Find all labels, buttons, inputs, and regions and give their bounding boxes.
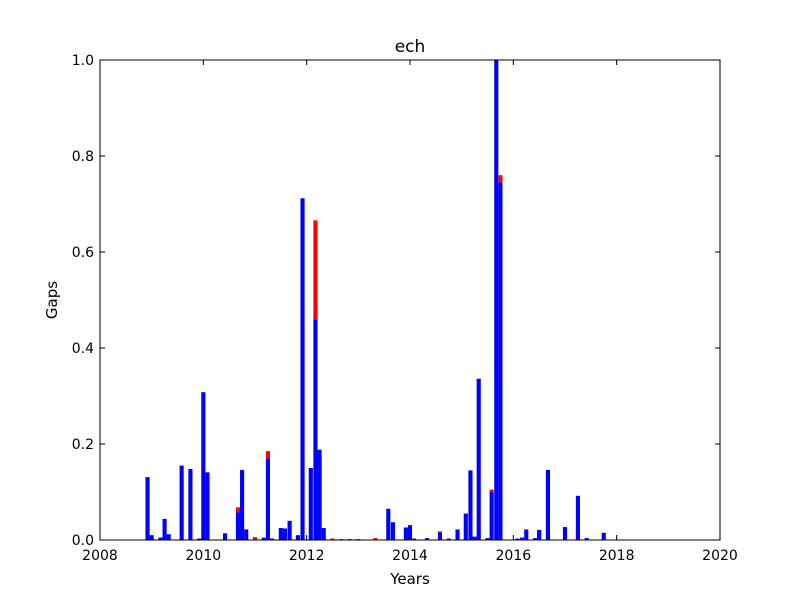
- bars-layer: [145, 60, 606, 541]
- bar-series-0-8: [201, 392, 206, 540]
- y-tick-label: 1.0: [72, 53, 94, 69]
- bar-series-0-33: [390, 522, 396, 540]
- bar-series-0-45: [485, 538, 490, 540]
- chart-title: ech: [395, 37, 426, 57]
- x-tick-label: 2012: [289, 548, 325, 564]
- bar-series-0-25: [317, 449, 322, 540]
- x-axis-label: Years: [389, 570, 430, 588]
- bar-series-0-6: [188, 468, 193, 540]
- bar-series-1-16: [265, 451, 270, 459]
- bar-series-0-17: [269, 538, 275, 540]
- bar-series-0-42: [468, 470, 473, 540]
- bar-series-0-56: [575, 495, 580, 540]
- bar-series-0-11: [235, 512, 241, 540]
- bar-series-0-50: [520, 537, 525, 540]
- bar-series-1-14: [252, 537, 258, 540]
- bar-series-0-32: [386, 508, 391, 540]
- plot-area: [100, 60, 720, 540]
- bar-series-0-13: [244, 529, 249, 540]
- y-tick-label: 0.2: [72, 437, 94, 453]
- x-tick-label: 2010: [186, 548, 222, 564]
- bar-series-1-27: [330, 538, 335, 540]
- bar-series-0-52: [532, 538, 538, 540]
- bar-series-0-2: [158, 537, 163, 540]
- bar-series-0-12: [240, 469, 245, 540]
- bar-series-0-37: [424, 538, 430, 540]
- bar-series-0-36: [412, 538, 417, 540]
- bar-series-0-51: [524, 529, 529, 540]
- bar-series-1-46: [489, 489, 494, 492]
- bar-series-0-5: [179, 465, 184, 540]
- bar-series-0-19: [282, 528, 288, 540]
- bar-series-0-1: [149, 535, 154, 540]
- bar-series-0-24: [313, 319, 318, 540]
- bar-series-1-29: [347, 539, 352, 540]
- bar-series-0-48: [498, 182, 503, 540]
- bar-series-1-28: [339, 539, 344, 540]
- bar-series-0-49: [515, 538, 520, 540]
- bar-series-0-46: [489, 492, 494, 540]
- bar-series-0-55: [562, 527, 568, 540]
- bar-series-0-9: [205, 472, 210, 540]
- bar-series-0-18: [278, 528, 283, 540]
- x-tick-label: 2016: [496, 548, 532, 564]
- y-tick-label: 0.4: [72, 341, 94, 357]
- x-tick-label: 2008: [82, 548, 118, 564]
- x-tick-label: 2014: [392, 548, 428, 564]
- bar-series-0-16: [265, 458, 270, 540]
- bar-series-0-58: [601, 532, 606, 540]
- bar-series-0-47: [494, 60, 499, 540]
- bar-series-0-4: [166, 534, 171, 540]
- bar-series-0-41: [463, 513, 468, 540]
- bar-series-1-24: [313, 220, 318, 320]
- bar-series-0-21: [295, 535, 300, 540]
- bar-series-0-20: [287, 520, 292, 540]
- bar-series-0-35: [407, 525, 413, 540]
- bar-series-0-53: [537, 529, 542, 540]
- bar-series-0-22: [300, 198, 305, 541]
- x-tick-label: 2018: [599, 548, 635, 564]
- bar-series-1-31: [373, 538, 378, 540]
- bar-series-0-7: [197, 538, 202, 540]
- bar-series-1-38: [437, 531, 443, 533]
- x-tick-label: 2020: [702, 548, 738, 564]
- y-tick-label: 0.0: [72, 533, 94, 549]
- bar-series-0-15: [261, 537, 266, 540]
- y-tick-label: 0.6: [72, 245, 94, 261]
- bar-series-0-44: [476, 378, 481, 540]
- bar-series-0-57: [584, 538, 589, 540]
- bar-series-0-3: [162, 518, 167, 540]
- bar-series-1-11: [235, 507, 241, 513]
- y-tick-label: 0.8: [72, 149, 94, 165]
- bar-series-0-23: [308, 468, 313, 540]
- bar-series-1-48: [498, 175, 503, 183]
- bar-series-0-43: [472, 536, 477, 540]
- bar-series-0-38: [437, 532, 443, 540]
- bar-series-0-54: [545, 469, 551, 540]
- bar-series-0-26: [321, 528, 326, 540]
- bar-series-0-0: [145, 477, 150, 540]
- bar-series-0-39: [446, 538, 451, 540]
- x-axis-ticks: 2008 2010 2012 2014 2016 2018 2020: [82, 60, 738, 564]
- bar-series-0-10: [222, 533, 228, 540]
- y-axis-ticks: 0.0 0.2 0.4 0.6 0.8 1.0: [72, 53, 720, 549]
- y-axis-label: Gaps: [43, 281, 61, 319]
- bar-series-1-30: [356, 539, 361, 540]
- bar-series-0-34: [403, 527, 408, 540]
- bar-series-0-40: [455, 529, 460, 540]
